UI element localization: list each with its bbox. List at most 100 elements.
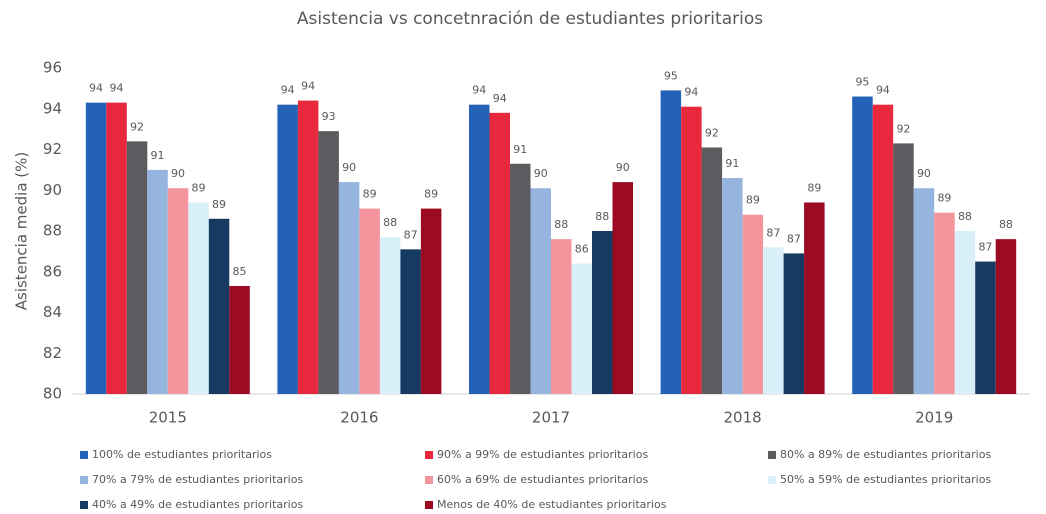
legend-label: Menos de 40% de estudiantes prioritarios <box>437 498 667 511</box>
value-label: 87 <box>766 226 780 239</box>
bar <box>804 202 825 394</box>
x-tick-label: 2016 <box>340 409 378 427</box>
legend-label: 50% a 59% de estudiantes prioritarios <box>780 473 991 486</box>
x-tick-label: 2018 <box>724 409 762 427</box>
bar <box>379 237 401 394</box>
value-label: 90 <box>616 161 630 174</box>
bar <box>592 231 613 394</box>
legend-label: 40% a 49% de estudiantes prioritarios <box>92 498 303 511</box>
bar <box>297 100 319 394</box>
bar <box>147 169 168 394</box>
y-tick-label: 82 <box>43 344 62 362</box>
bar <box>783 253 805 394</box>
bar <box>742 214 764 394</box>
value-label: 87 <box>978 241 992 254</box>
value-label: 88 <box>554 218 568 231</box>
y-tick-label: 80 <box>43 385 62 403</box>
value-label: 92 <box>705 126 719 139</box>
bar <box>852 96 873 395</box>
value-label: 94 <box>876 84 890 97</box>
value-label: 94 <box>281 84 295 97</box>
value-label: 89 <box>424 188 438 201</box>
legend-swatch <box>768 476 776 484</box>
x-tick-label: 2019 <box>915 409 953 427</box>
y-tick-label: 84 <box>43 303 62 321</box>
bar <box>338 182 360 394</box>
bar <box>229 286 250 394</box>
bar <box>571 263 592 394</box>
value-label: 94 <box>110 82 124 95</box>
y-axis-label: Asistencia media (%) <box>13 152 31 311</box>
value-label: 94 <box>89 82 103 95</box>
bar <box>188 202 209 394</box>
legend-label: 80% a 89% de estudiantes prioritarios <box>780 448 991 461</box>
y-tick-label: 90 <box>43 181 62 199</box>
bar <box>167 188 189 394</box>
legend-label: 100% de estudiantes prioritarios <box>92 448 272 461</box>
bar <box>893 143 914 394</box>
bar <box>318 131 339 394</box>
bar <box>85 102 107 394</box>
x-tick-label: 2015 <box>149 409 187 427</box>
value-label: 87 <box>404 228 418 241</box>
legend-swatch <box>425 451 433 459</box>
legend-swatch <box>80 476 88 484</box>
value-label: 90 <box>917 167 931 180</box>
y-tick-label: 86 <box>43 262 62 280</box>
value-label: 88 <box>595 210 609 223</box>
value-label: 89 <box>937 192 951 205</box>
value-label: 94 <box>472 84 486 97</box>
bar <box>701 147 723 394</box>
bar <box>913 188 935 394</box>
value-label: 95 <box>664 69 678 82</box>
value-label: 94 <box>301 80 315 93</box>
y-tick-label: 96 <box>43 59 62 77</box>
bar <box>277 104 298 395</box>
value-label: 89 <box>807 181 821 194</box>
bar <box>763 247 784 394</box>
value-label: 91 <box>151 149 165 162</box>
y-tick-label: 88 <box>43 222 62 240</box>
legend-swatch <box>425 501 433 509</box>
legend-swatch <box>80 451 88 459</box>
value-label: 87 <box>787 232 801 245</box>
bar <box>722 178 743 394</box>
value-label: 94 <box>493 92 507 105</box>
bar <box>954 231 976 394</box>
bar <box>489 112 510 394</box>
legend-label: 70% a 79% de estudiantes prioritarios <box>92 473 303 486</box>
value-label: 89 <box>192 181 206 194</box>
bar <box>612 182 633 394</box>
value-label: 93 <box>322 110 336 123</box>
y-tick-label: 92 <box>43 140 62 158</box>
bar <box>126 141 148 394</box>
value-label: 91 <box>725 157 739 170</box>
bar <box>400 249 421 394</box>
legend-swatch <box>425 476 433 484</box>
bar <box>106 102 127 394</box>
bar <box>660 90 682 394</box>
bar <box>681 106 702 395</box>
x-tick-label: 2017 <box>532 409 570 427</box>
value-label: 91 <box>513 143 527 156</box>
bar <box>872 104 894 395</box>
value-label: 86 <box>575 243 589 256</box>
value-label: 89 <box>746 194 760 207</box>
chart-title: Asistencia vs concetnración de estudiant… <box>297 9 763 29</box>
value-label: 92 <box>896 122 910 135</box>
value-label: 90 <box>534 167 548 180</box>
bar <box>934 212 955 394</box>
value-label: 90 <box>171 167 185 180</box>
bar <box>359 208 380 394</box>
bar <box>530 188 551 394</box>
value-label: 95 <box>855 76 869 89</box>
bar <box>995 239 1017 394</box>
bar <box>208 218 230 394</box>
legend-label: 60% a 69% de estudiantes prioritarios <box>437 473 648 486</box>
value-label: 92 <box>130 120 144 133</box>
bar <box>469 104 490 395</box>
value-label: 89 <box>363 188 377 201</box>
y-tick-label: 94 <box>43 99 62 117</box>
bar <box>510 163 531 394</box>
